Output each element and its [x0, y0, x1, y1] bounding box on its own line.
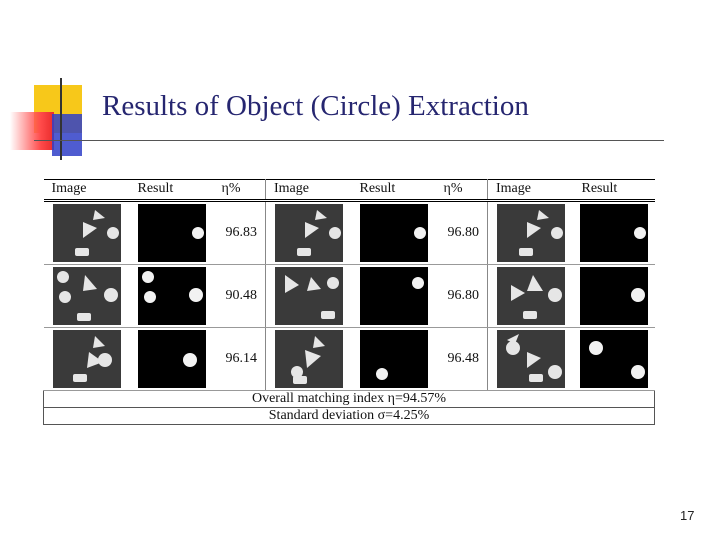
input-image-cell	[43, 264, 130, 328]
result-image-cell	[129, 264, 214, 328]
result-image-cell	[351, 264, 436, 328]
table-row: 96.14 96.48	[43, 327, 655, 391]
table-row: 96.83 96.80	[43, 200, 655, 265]
standard-deviation: Standard deviation σ=4.25%	[43, 407, 655, 425]
eta-value: 90.48	[213, 264, 266, 328]
input-image	[52, 330, 121, 388]
input-image-cell	[43, 200, 130, 265]
result-image	[580, 267, 648, 325]
table-header-row: Image Result η% Image Result η% Image Re…	[43, 179, 655, 202]
input-image	[52, 267, 121, 325]
input-image-cell	[43, 327, 130, 391]
table-row: 90.48 96.80	[43, 264, 655, 328]
header-eta: η%	[213, 179, 266, 202]
input-image	[274, 204, 343, 262]
overall-matching-index: Overall matching index η=94.57%	[43, 390, 655, 408]
result-image-cell	[573, 264, 655, 328]
input-image-cell	[265, 200, 352, 265]
input-image-cell	[487, 200, 574, 265]
input-image	[496, 204, 565, 262]
page-number: 17	[680, 508, 695, 523]
results-table: Image Result η% Image Result η% Image Re…	[43, 179, 655, 425]
input-image	[274, 330, 343, 388]
input-image-cell	[487, 264, 574, 328]
input-image	[496, 330, 565, 388]
input-image-cell	[265, 264, 352, 328]
result-image-cell	[351, 327, 436, 391]
result-image	[137, 267, 206, 325]
header-image: Image	[487, 179, 574, 202]
eta-value: 96.83	[213, 200, 266, 265]
result-image-cell	[129, 200, 214, 265]
eta-value: 96.80	[435, 264, 488, 328]
eta-value: 96.80	[435, 200, 488, 265]
title-ornament-blue	[52, 114, 82, 156]
input-image	[52, 204, 121, 262]
result-image	[359, 267, 428, 325]
result-image	[580, 204, 648, 262]
result-image-cell	[351, 200, 436, 265]
result-image	[137, 204, 206, 262]
header-result: Result	[129, 179, 214, 202]
summary-row: Standard deviation σ=4.25%	[43, 407, 655, 425]
result-image	[359, 330, 428, 388]
result-image-cell	[573, 327, 655, 391]
input-image	[496, 267, 565, 325]
input-image-cell	[487, 327, 574, 391]
input-image-cell	[265, 327, 352, 391]
result-image-cell	[129, 327, 214, 391]
eta-value: 96.14	[213, 327, 266, 391]
result-image	[580, 330, 648, 388]
eta-value: 96.48	[435, 327, 488, 391]
title-ornament-vline	[60, 78, 62, 160]
summary-row: Overall matching index η=94.57%	[43, 390, 655, 408]
header-result: Result	[573, 179, 655, 202]
header-image: Image	[43, 179, 130, 202]
input-image	[274, 267, 343, 325]
header-result: Result	[351, 179, 436, 202]
header-image: Image	[265, 179, 352, 202]
result-image-cell	[573, 200, 655, 265]
slide-title: Results of Object (Circle) Extraction	[102, 90, 529, 122]
title-ornament-red	[10, 112, 54, 150]
result-image	[137, 330, 206, 388]
result-image	[359, 204, 428, 262]
header-eta: η%	[435, 179, 488, 202]
title-underline	[34, 140, 664, 141]
